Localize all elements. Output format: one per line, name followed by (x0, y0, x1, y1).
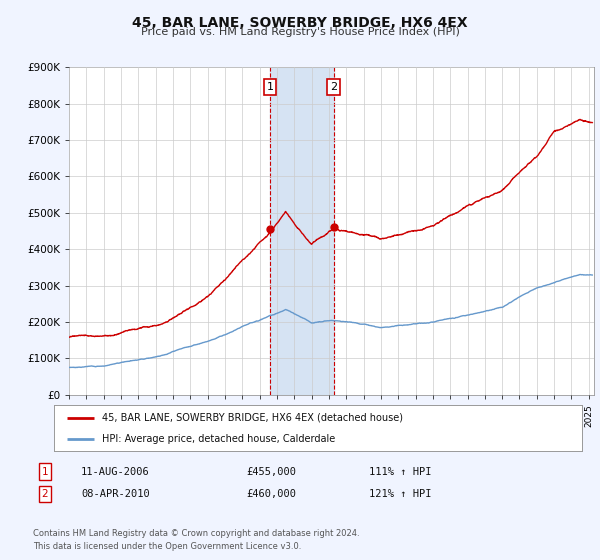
Text: 121% ↑ HPI: 121% ↑ HPI (369, 489, 431, 499)
Text: £455,000: £455,000 (246, 466, 296, 477)
Text: This data is licensed under the Open Government Licence v3.0.: This data is licensed under the Open Gov… (33, 542, 301, 550)
Text: 45, BAR LANE, SOWERBY BRIDGE, HX6 4EX (detached house): 45, BAR LANE, SOWERBY BRIDGE, HX6 4EX (d… (101, 413, 403, 423)
Text: 1: 1 (266, 82, 274, 92)
Text: 45, BAR LANE, SOWERBY BRIDGE, HX6 4EX: 45, BAR LANE, SOWERBY BRIDGE, HX6 4EX (132, 16, 468, 30)
Text: 11-AUG-2006: 11-AUG-2006 (81, 466, 150, 477)
Text: 111% ↑ HPI: 111% ↑ HPI (369, 466, 431, 477)
Text: 1: 1 (41, 466, 49, 477)
Text: 2: 2 (330, 82, 337, 92)
Text: 08-APR-2010: 08-APR-2010 (81, 489, 150, 499)
Text: Contains HM Land Registry data © Crown copyright and database right 2024.: Contains HM Land Registry data © Crown c… (33, 529, 359, 538)
Bar (270, 67, 334, 395)
Text: HPI: Average price, detached house, Calderdale: HPI: Average price, detached house, Cald… (101, 435, 335, 444)
Text: 2: 2 (41, 489, 49, 499)
Text: £460,000: £460,000 (246, 489, 296, 499)
Text: Price paid vs. HM Land Registry's House Price Index (HPI): Price paid vs. HM Land Registry's House … (140, 27, 460, 37)
